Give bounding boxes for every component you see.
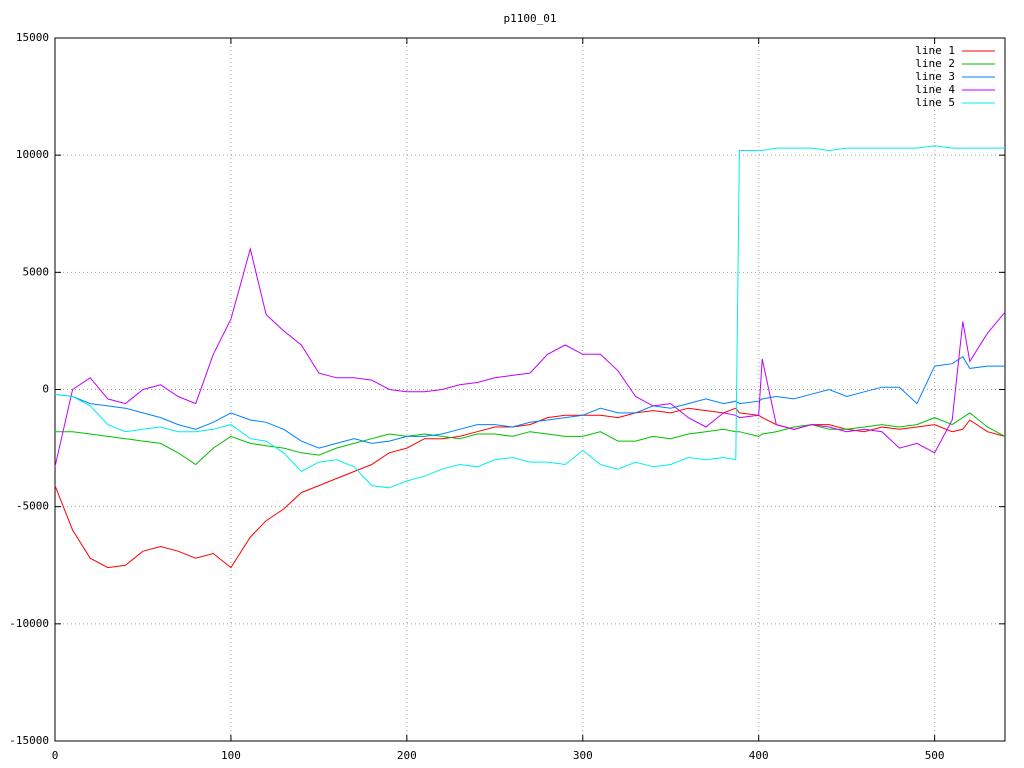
x-tick-label: 100 xyxy=(221,749,241,762)
x-tick-label: 0 xyxy=(52,749,59,762)
y-tick-label: 10000 xyxy=(16,148,49,161)
legend-label: line 2 xyxy=(915,57,955,70)
y-tick-label: 5000 xyxy=(23,265,50,278)
y-tick-label: -10000 xyxy=(9,617,49,630)
y-tick-label: -5000 xyxy=(16,500,49,513)
x-tick-label: 400 xyxy=(749,749,769,762)
y-tick-label: 0 xyxy=(42,383,49,396)
series-line xyxy=(55,412,1006,466)
series-line xyxy=(54,355,1005,449)
y-tick-label: 15000 xyxy=(16,31,49,44)
legend-label: line 5 xyxy=(915,96,955,109)
legend-label: line 1 xyxy=(915,44,955,57)
series-line xyxy=(54,246,1006,467)
series-line xyxy=(54,145,1005,489)
x-tick-label: 300 xyxy=(573,749,593,762)
plot-border xyxy=(54,37,1006,742)
legend-label: line 3 xyxy=(915,70,955,83)
legend-label: line 4 xyxy=(915,83,955,96)
x-tick-label: 500 xyxy=(925,749,945,762)
y-tick-label: -15000 xyxy=(9,734,49,747)
x-tick-label: 200 xyxy=(397,749,417,762)
chart-title: p1100_01 xyxy=(504,12,557,25)
